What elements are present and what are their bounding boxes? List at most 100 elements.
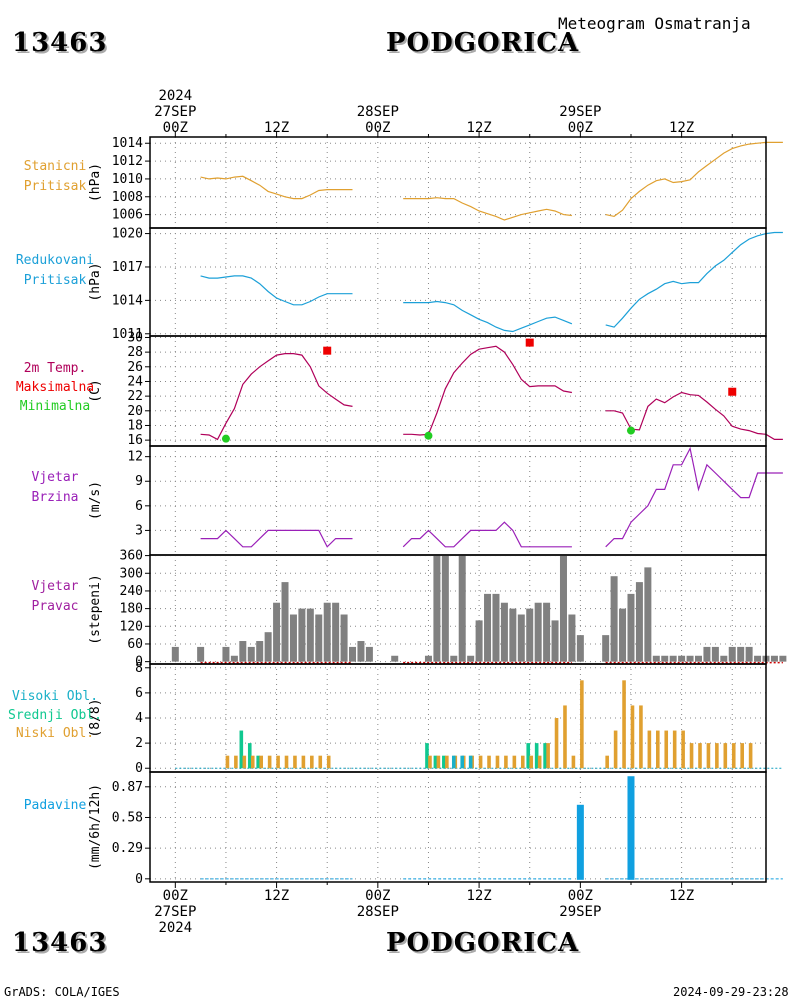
top-time-label: 00Z [163, 120, 188, 136]
wind-dir-bar [543, 602, 551, 662]
series-line [605, 446, 783, 548]
series-line [200, 175, 353, 200]
series-line [403, 300, 573, 333]
cloud-bar [664, 730, 669, 769]
y-tick-label: 4 [135, 711, 143, 726]
wind-dir-bar [298, 608, 306, 662]
cloud-bar [256, 755, 260, 769]
wind-dir-bar [770, 655, 778, 662]
panel-label: Visoki Obl. [12, 689, 98, 704]
y-axis-label: (hPa) [88, 262, 103, 301]
wind-dir-bar [779, 655, 787, 662]
panel-reduced_pressure: 1011 1014 1017 1020 (hPa)Redukovani Pritisak [16, 227, 783, 342]
render-timestamp: 2024-09-29-23:28 [673, 985, 789, 999]
series-line [200, 353, 353, 441]
wind-dir-bar [484, 593, 492, 662]
panel-clouds: 0 2 4 6 8 (8/8)Visoki Obl. Srednji Obl. Niski O… [8, 661, 783, 776]
top-time-label: 12Z [264, 120, 289, 136]
wind-dir-bar [247, 646, 255, 662]
cloud-bar [436, 755, 441, 769]
wind-dir-bar [273, 602, 281, 662]
y-axis-label: (m/s) [88, 481, 103, 520]
top-time-label: 00Z [365, 120, 390, 136]
cloud-bar [433, 755, 438, 769]
panel-label: Vjetar [32, 470, 79, 485]
cloud-bar [318, 755, 323, 769]
wind-dir-bar [332, 602, 340, 662]
wind-dir-bar [256, 641, 264, 662]
precip-bar [627, 776, 635, 880]
tmax-marker [728, 387, 737, 396]
wind-dir-bar [289, 614, 297, 662]
tmax-marker [525, 338, 534, 347]
wind-dir-bar [492, 593, 500, 662]
tmin-marker [626, 426, 635, 435]
y-tick-label: 22 [127, 389, 143, 404]
wind-dir-bar [602, 635, 610, 662]
cloud-bar [534, 743, 539, 769]
cloud-bar [301, 755, 306, 769]
tmax-marker [323, 346, 332, 355]
wind-dir-bar [669, 655, 677, 662]
cloud-bar [526, 743, 531, 769]
wind-dir-bar [424, 655, 432, 662]
series-line [605, 391, 783, 440]
wind-dir-bar [737, 646, 745, 662]
wind-dir-bar [450, 655, 458, 662]
cloud-bar [580, 680, 584, 769]
wind-dir-bar [458, 555, 466, 662]
y-tick-label: 60 [127, 637, 143, 652]
wind-dir-bar [678, 655, 686, 662]
y-tick-label: 26 [127, 360, 143, 375]
series-line [200, 529, 353, 548]
panel-frame [149, 335, 767, 447]
cloud-bar [740, 743, 744, 769]
wind-dir-bar [559, 555, 567, 662]
y-tick-label: 0.29 [112, 841, 143, 856]
cloud-bar [698, 743, 702, 769]
wind-dir-bar [315, 614, 323, 662]
wind-dir-bar [568, 614, 576, 662]
wind-dir-bar [391, 655, 399, 662]
cloud-bar [468, 755, 473, 769]
y-tick-label: 1014 [112, 136, 143, 151]
bottom-time-label: 2024 [158, 920, 192, 936]
wind-dir-bar [551, 620, 559, 662]
cloud-bar [537, 755, 542, 769]
cloud-bar [529, 755, 534, 769]
y-tick-label: 1011 [112, 327, 143, 342]
panel-label: 2m Temp. [24, 361, 87, 376]
y-tick-label: 1017 [112, 260, 143, 275]
meteogram-subtitle: Meteogram Osmatranja [558, 14, 751, 33]
cloud-bar [460, 755, 465, 769]
panel-label: Redukovani [16, 253, 94, 268]
series-line [403, 345, 573, 436]
wind-dir-bar [230, 655, 238, 662]
cloud-bar [520, 755, 525, 769]
cloud-bar [613, 730, 618, 769]
bottom-time-label: 28SEP [357, 904, 399, 920]
wind-dir-bar [686, 655, 694, 662]
wind-dir-bar [171, 646, 179, 662]
y-tick-label: 28 [127, 345, 143, 360]
y-axis-label: (C) [88, 379, 103, 402]
wind-dir-bar [745, 646, 753, 662]
tmin-marker [424, 431, 433, 440]
cloud-bar [706, 743, 711, 769]
cloud-bar [326, 755, 331, 769]
wind-dir-bar [475, 620, 483, 662]
y-tick-label: 1010 [112, 172, 143, 187]
wind-dir-bar [627, 593, 635, 662]
wind-dir-bar [610, 576, 618, 662]
station-name-top: PODGORICA [386, 28, 580, 58]
top-time-label: 12Z [669, 120, 694, 136]
wind-dir-bar [711, 646, 719, 662]
panel-label: Niski Obl. [16, 726, 94, 741]
cloud-bar [239, 730, 244, 769]
panel-frame [149, 771, 767, 883]
wind-dir-bar [340, 614, 348, 662]
panel-label: Pritisak [24, 273, 87, 288]
series-line [402, 521, 572, 548]
cloud-bar [630, 705, 635, 769]
panel-frame [149, 445, 767, 556]
